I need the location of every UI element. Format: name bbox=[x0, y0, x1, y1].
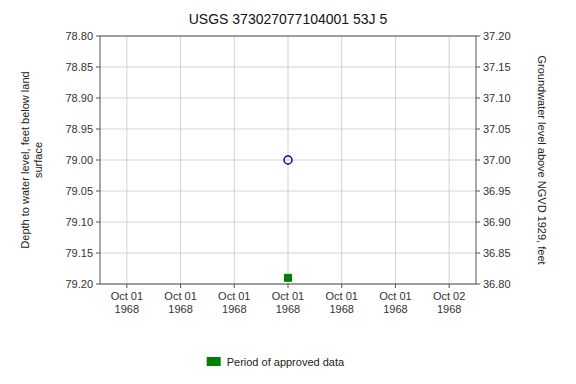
tick-mark bbox=[476, 129, 480, 130]
y2-axis: 37.20 37.15 37.10 37.05 37.00 36.95 36.90 36.85… bbox=[476, 30, 511, 290]
text-line: 1968 bbox=[168, 303, 192, 315]
x-axis: Oct 011968Oct 011968Oct 011968Oct 011968… bbox=[111, 284, 466, 315]
text-line: 1968 bbox=[437, 303, 461, 315]
tick-mark bbox=[395, 284, 396, 288]
series bbox=[285, 274, 292, 281]
text-line: Oct 01 bbox=[326, 290, 358, 302]
grid-line bbox=[449, 36, 450, 284]
tick-mark bbox=[476, 160, 480, 161]
grid bbox=[100, 36, 476, 284]
tick-mark bbox=[449, 284, 450, 288]
tick-label: 79.05 bbox=[65, 185, 93, 197]
tick-mark bbox=[96, 253, 100, 254]
tick-label: Oct 011968 bbox=[379, 290, 411, 315]
tick-mark bbox=[476, 222, 480, 223]
text-line: Oct 01 bbox=[272, 290, 304, 302]
tick-label: Oct 011968 bbox=[272, 290, 304, 315]
tick-label: Oct 021968 bbox=[433, 290, 465, 315]
tick-label: 37.00 bbox=[483, 154, 511, 166]
tick-label: 79.10 bbox=[65, 216, 93, 228]
tick-mark bbox=[476, 253, 480, 254]
tick-label: 36.80 bbox=[483, 278, 511, 290]
tick-mark bbox=[96, 36, 100, 37]
tick-mark bbox=[96, 191, 100, 192]
tick-label: 37.20 bbox=[483, 30, 511, 42]
tick-mark bbox=[96, 222, 100, 223]
tick-mark bbox=[96, 98, 100, 99]
tick-mark bbox=[180, 284, 181, 288]
tick-label: Oct 011968 bbox=[218, 290, 250, 315]
text-line: Oct 02 bbox=[433, 290, 465, 302]
tick-label: 36.95 bbox=[483, 185, 511, 197]
tick-label: 78.95 bbox=[65, 123, 93, 135]
y-axis-label: Depth to water level, feet below landsur… bbox=[19, 71, 44, 248]
tick-label: 36.90 bbox=[483, 216, 511, 228]
tick-label: 79.00 bbox=[65, 154, 93, 166]
tick-mark bbox=[288, 284, 289, 288]
tick-label: 78.90 bbox=[65, 92, 93, 104]
tick-label: 37.10 bbox=[483, 92, 511, 104]
text-line: Groundwater level above NGVD 1929, feet bbox=[536, 55, 548, 264]
tick-mark bbox=[96, 67, 100, 68]
text-line: 1968 bbox=[329, 303, 353, 315]
tick-mark bbox=[476, 98, 480, 99]
text-line: surface bbox=[32, 142, 44, 178]
series bbox=[284, 156, 292, 164]
grid-line bbox=[341, 36, 342, 284]
text-line: 1968 bbox=[115, 303, 139, 315]
grid-line bbox=[395, 36, 396, 284]
tick-mark bbox=[476, 191, 480, 192]
tick-mark bbox=[476, 284, 480, 285]
text-line: Oct 01 bbox=[379, 290, 411, 302]
text-line: Depth to water level, feet below land bbox=[19, 71, 31, 248]
text-line: Oct 01 bbox=[218, 290, 250, 302]
grid-line bbox=[234, 36, 235, 284]
tick-label: 79.20 bbox=[65, 278, 93, 290]
tick-label: Oct 011968 bbox=[164, 290, 196, 315]
text-line: Oct 01 bbox=[164, 290, 196, 302]
tick-label: Oct 011968 bbox=[111, 290, 143, 315]
background bbox=[0, 0, 576, 384]
legend: Period of approved data bbox=[207, 356, 345, 368]
legend-label: Period of approved data bbox=[227, 356, 345, 368]
tick-label: Oct 011968 bbox=[326, 290, 358, 315]
grid-line bbox=[126, 36, 127, 284]
grid-line bbox=[180, 36, 181, 284]
legend-swatch bbox=[207, 357, 221, 366]
text-line: 1968 bbox=[222, 303, 246, 315]
tick-label: 79.15 bbox=[65, 247, 93, 259]
tick-mark bbox=[96, 284, 100, 285]
plot-frame bbox=[100, 36, 476, 284]
y2-axis-label: Groundwater level above NGVD 1929, feet bbox=[536, 55, 548, 264]
title: USGS 373027077104001 53J 5 bbox=[189, 11, 388, 27]
text-line: 1968 bbox=[383, 303, 407, 315]
text-line: 1968 bbox=[276, 303, 300, 315]
tick-mark bbox=[341, 284, 342, 288]
tick-label: 78.80 bbox=[65, 30, 93, 42]
chart: 78.80 78.85 78.90 78.95 79.00 79.05 79.10 79.15… bbox=[0, 0, 576, 384]
grid-line bbox=[288, 36, 289, 284]
y-axis: 78.80 78.85 78.90 78.95 79.00 79.05 79.10 79.15… bbox=[65, 30, 100, 290]
marks bbox=[284, 156, 292, 281]
tick-label: 36.85 bbox=[483, 247, 511, 259]
tick-mark bbox=[96, 129, 100, 130]
tick-label: 78.85 bbox=[65, 61, 93, 73]
tick-mark bbox=[234, 284, 235, 288]
tick-label: 37.15 bbox=[483, 61, 511, 73]
point bbox=[284, 156, 292, 164]
tick-mark bbox=[126, 284, 127, 288]
tick-mark bbox=[476, 67, 480, 68]
text-line: Oct 01 bbox=[111, 290, 143, 302]
point bbox=[285, 274, 292, 281]
tick-mark bbox=[96, 160, 100, 161]
tick-mark bbox=[476, 36, 480, 37]
tick-label: 37.05 bbox=[483, 123, 511, 135]
